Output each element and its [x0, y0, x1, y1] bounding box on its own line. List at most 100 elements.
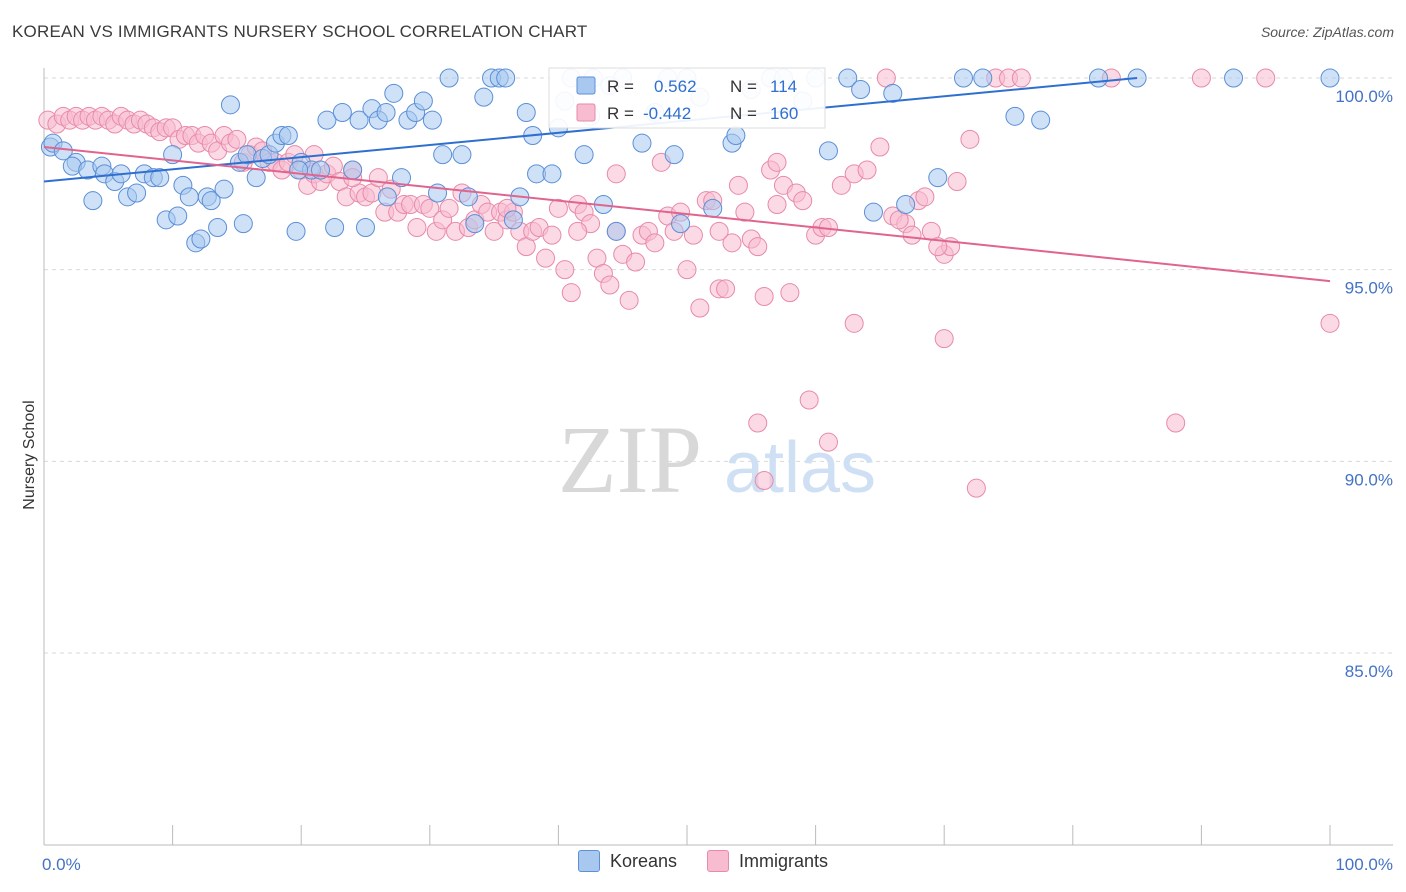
- data-point: [915, 187, 935, 207]
- legend-label-koreans: Koreans: [609, 850, 678, 871]
- data-point: [953, 68, 973, 88]
- data-point: [516, 103, 536, 122]
- x-tick-label-min: 0.0%: [42, 855, 81, 874]
- stats-r-value-koreans: 0.562: [654, 77, 697, 96]
- data-point: [947, 172, 967, 191]
- data-point: [233, 214, 253, 234]
- y-tick-labels: 85.0% 90.0% 95.0% 100.0%: [1335, 87, 1393, 681]
- data-point: [343, 160, 363, 180]
- data-point: [349, 110, 369, 130]
- data-point: [934, 329, 954, 349]
- legend-item-immigrants[interactable]: Immigrants: [707, 850, 828, 872]
- watermark-atlas: atlas: [724, 428, 876, 508]
- data-point: [838, 68, 858, 88]
- data-point: [960, 129, 980, 149]
- stats-r-label-koreans: R =: [607, 77, 634, 96]
- data-point: [484, 221, 504, 241]
- data-point: [677, 260, 697, 280]
- data-point: [332, 103, 352, 122]
- data-point: [465, 214, 485, 234]
- data-point: [735, 202, 755, 222]
- data-point: [748, 237, 768, 257]
- data-point: [844, 313, 864, 333]
- data-point: [439, 68, 459, 88]
- data-point: [863, 202, 883, 222]
- data-point: [606, 221, 626, 241]
- data-point: [536, 248, 556, 268]
- data-point: [325, 218, 345, 237]
- data-point: [703, 198, 723, 218]
- y-tick-label: 95.0%: [1345, 279, 1393, 298]
- data-point: [606, 164, 626, 184]
- data-point: [1320, 68, 1340, 88]
- data-point: [851, 80, 871, 99]
- data-point: [683, 225, 703, 245]
- data-point: [452, 145, 472, 165]
- data-point: [168, 206, 188, 226]
- data-point: [407, 218, 427, 237]
- data-point: [201, 191, 221, 211]
- data-point: [356, 218, 375, 237]
- data-point: [413, 91, 433, 111]
- data-point: [377, 187, 397, 207]
- data-point: [420, 198, 440, 218]
- data-point: [278, 126, 298, 145]
- data-point: [928, 237, 948, 257]
- watermark-zip: ZIP: [558, 406, 702, 513]
- data-point: [780, 283, 800, 303]
- trend-lines: [43, 77, 1331, 283]
- data-point: [767, 195, 787, 214]
- data-point: [376, 103, 396, 122]
- data-point: [799, 390, 819, 410]
- data-point: [754, 287, 774, 306]
- data-point: [384, 83, 404, 103]
- data-point: [179, 187, 199, 207]
- data-point: [561, 283, 581, 303]
- data-point: [286, 221, 306, 241]
- data-point: [709, 221, 729, 241]
- data-point: [433, 145, 453, 165]
- data-point: [671, 214, 691, 234]
- data-point: [818, 432, 838, 452]
- data-point: [896, 195, 916, 214]
- data-point: [422, 110, 442, 130]
- chart-title: KOREAN VS IMMIGRANTS NURSERY SCHOOL CORR…: [12, 22, 588, 41]
- data-point: [870, 137, 890, 157]
- data-point: [664, 145, 684, 165]
- data-point: [645, 233, 665, 253]
- data-point: [246, 168, 266, 188]
- zipatlas-watermark: ZIP atlas: [558, 406, 876, 513]
- data-point: [83, 191, 103, 211]
- data-point: [600, 275, 620, 295]
- data-point: [1089, 68, 1109, 88]
- data-point: [973, 68, 993, 88]
- data-point: [496, 68, 516, 88]
- y-tick-label: 85.0%: [1345, 662, 1393, 681]
- data-point: [1005, 106, 1025, 126]
- data-point: [831, 175, 851, 195]
- data-point: [568, 221, 588, 241]
- data-point: [818, 141, 838, 161]
- stats-n-label-immigrants: N =: [730, 104, 757, 123]
- data-point: [1191, 68, 1211, 88]
- stats-n-value-immigrants: 160: [770, 104, 798, 123]
- stats-r-value-immigrants: -0.442: [643, 104, 691, 123]
- axes: [43, 68, 1393, 846]
- data-point: [619, 290, 639, 310]
- legend-label-immigrants: Immigrants: [739, 850, 829, 871]
- data-point: [1256, 68, 1276, 88]
- data-point: [127, 183, 147, 203]
- data-point: [902, 225, 922, 245]
- data-point: [1031, 110, 1051, 130]
- data-point: [1320, 313, 1340, 333]
- data-point: [503, 210, 523, 230]
- legend-item-koreans[interactable]: Koreans: [577, 850, 678, 872]
- data-point: [555, 260, 575, 280]
- legend-swatch-koreans: [577, 850, 600, 872]
- data-point: [208, 218, 228, 237]
- y-tick-label: 90.0%: [1345, 470, 1393, 489]
- data-point: [626, 252, 646, 272]
- data-point: [439, 198, 459, 218]
- data-point: [1011, 68, 1031, 88]
